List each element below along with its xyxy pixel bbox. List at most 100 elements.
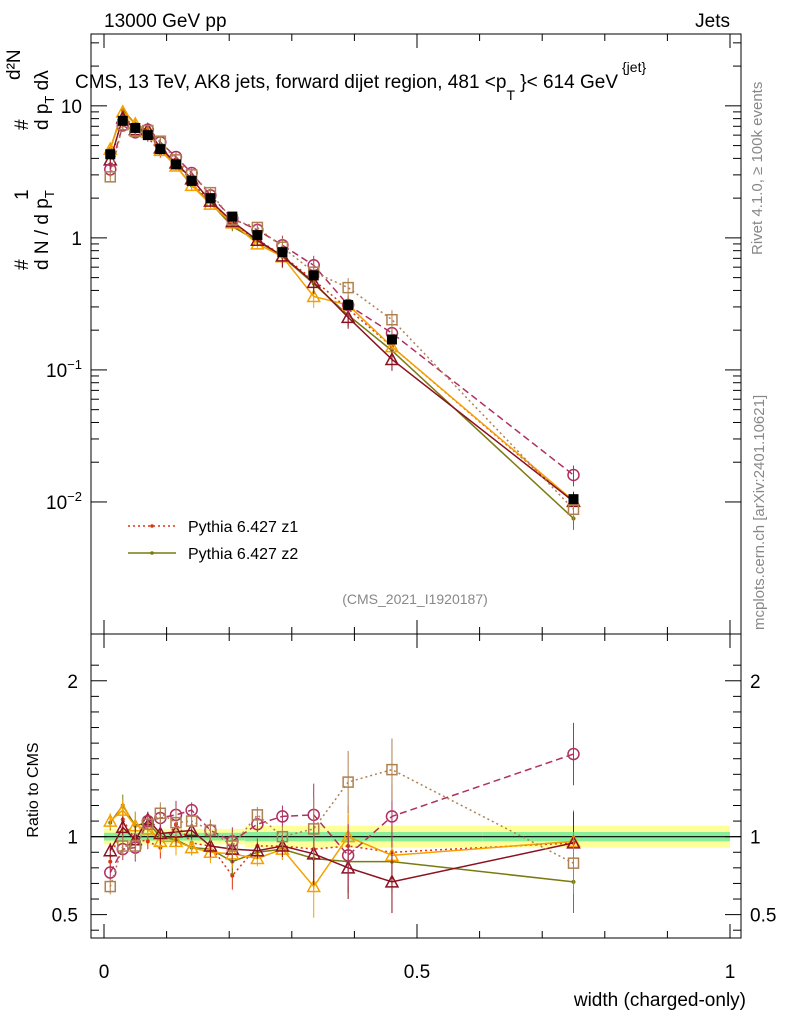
- ratio-point-orange: [306, 878, 321, 893]
- ratio-point-darkred: [250, 843, 265, 857]
- x-tick-label: 0.5: [404, 962, 430, 983]
- ratio-point-tan: [567, 857, 580, 869]
- ratio-point-tan: [276, 830, 289, 843]
- data-point: [252, 230, 263, 241]
- point-magenta: [341, 298, 355, 312]
- ratio-point-tan: [129, 840, 142, 852]
- analysis-id: (CMS_2021_I1920187): [342, 591, 488, 607]
- point-orange: [306, 288, 321, 303]
- ratio-tick-label-right: 1: [750, 828, 761, 849]
- plot-title: CMS, 13 TeV, AK8 jets, forward dijet reg…: [75, 72, 618, 103]
- data-point: [186, 175, 197, 186]
- svg-text:d²N: d²N: [4, 49, 25, 80]
- series-line-magenta: [109, 124, 574, 476]
- ratio-point-tan: [104, 880, 117, 893]
- point-darkred: [306, 274, 321, 289]
- ratio-point-magenta: [567, 747, 580, 761]
- legend-marker-z1: [150, 524, 154, 528]
- legend-label-z2: Pythia 6.427 z2: [188, 546, 298, 563]
- y-tick-label: 10−2: [46, 489, 82, 514]
- point-tan: [567, 503, 580, 516]
- legend: Pythia 6.427 z1 Pythia 6.427 z2: [128, 519, 298, 563]
- svg-text:#: #: [12, 259, 33, 270]
- data-point: [130, 122, 141, 133]
- ratio-tick-label-right: 2: [750, 672, 761, 693]
- ratio-point-darkred: [168, 824, 184, 838]
- y-axis-label: # 1 d N / d pT # d²N d pT dλ: [4, 49, 57, 270]
- data-point: [155, 144, 166, 155]
- ratio-point-magenta: [104, 866, 117, 879]
- svg-text:d pT dλ: d pT dλ: [32, 70, 57, 130]
- main-series: [102, 104, 581, 530]
- data-point: [308, 270, 319, 281]
- data-point: [205, 193, 216, 204]
- ratio-point-orange: [168, 833, 184, 848]
- ratio-series: [102, 722, 581, 918]
- point-darkred: [384, 351, 400, 366]
- ratio-point-darkred: [275, 838, 290, 852]
- data-point: [117, 115, 128, 126]
- ratio-point-magenta: [385, 810, 399, 823]
- ratio-point-darkred: [203, 838, 218, 852]
- ratio-point-tan: [307, 823, 320, 835]
- ratio-point-tan: [170, 816, 182, 829]
- point-magenta: [567, 468, 580, 482]
- ratio-point-darkred: [115, 819, 131, 834]
- y-tick-label: 10−1: [46, 357, 82, 382]
- ratio-tick-label: 1: [67, 828, 78, 849]
- ratio-point-tan: [386, 763, 398, 776]
- ratio-point-orange: [250, 850, 265, 865]
- point-darkred: [340, 309, 356, 324]
- series-line-orange: [109, 110, 574, 502]
- ratio-point-tan: [342, 776, 354, 788]
- data-point: [386, 334, 397, 345]
- svg-text:1: 1: [12, 189, 33, 200]
- ratio-tick-label-right: 0.5: [750, 906, 776, 927]
- side-label-rivet: Rivet 4.1.0, ≥ 100k events: [749, 82, 766, 255]
- svg-text:d N / d pT: d N / d pT: [32, 190, 57, 270]
- ratio-point-darkred: [184, 822, 199, 837]
- ratio-tick-label: 0.5: [52, 906, 78, 927]
- ratio-point-tan: [185, 815, 198, 827]
- ratio-point-pythia-6-427-z1: [108, 859, 113, 864]
- ratio-point-tan: [251, 809, 264, 821]
- data-point: [277, 247, 288, 258]
- ratio-point-orange: [115, 802, 131, 816]
- point-tan: [104, 171, 117, 183]
- legend-label-z1: Pythia 6.427 z1: [188, 519, 298, 536]
- x-tick-label: 1: [725, 962, 736, 983]
- ratio-point-magenta: [276, 810, 289, 823]
- point-tan: [386, 313, 398, 326]
- data-point: [568, 494, 579, 505]
- ratio-point-pythia-6-427-z1: [145, 839, 150, 844]
- series-line-tan: [109, 123, 575, 510]
- x-axis-label: width (charged-only): [573, 990, 746, 1011]
- data-point: [105, 149, 116, 160]
- ratio-point-tan: [142, 818, 154, 830]
- ratio-point-darkred: [102, 843, 118, 857]
- y-tick-label: 1: [71, 229, 82, 250]
- main-plot-frame: [90, 33, 742, 635]
- ratio-tick-label: 2: [67, 672, 78, 693]
- point-tan: [342, 281, 354, 294]
- point-orange: [250, 236, 265, 250]
- ratio-point-orange: [184, 840, 199, 854]
- side-label-mcplots: mcplots.cern.ch [arXiv:2401.10621]: [751, 395, 768, 630]
- series-line-pythia-6-427-z1: [109, 112, 574, 503]
- ratio-y-label: Ratio to CMS: [25, 742, 42, 837]
- ratio-point-tan: [226, 840, 239, 852]
- ratio-uncertainty-band: [91, 825, 741, 848]
- ratio-point-orange: [153, 833, 168, 848]
- ratio-line-magenta: [109, 753, 574, 873]
- ratio-plot-frame: [90, 633, 742, 939]
- ratio-point-darkred: [153, 825, 168, 840]
- x-tick-label: 0: [99, 962, 110, 983]
- point-darkred: [102, 152, 118, 166]
- data-point: [343, 300, 354, 311]
- plot-title-sup: {jet}: [622, 59, 646, 75]
- data-point: [170, 159, 181, 170]
- data-point: [142, 130, 153, 141]
- header-left: 13000 GeV pp: [104, 11, 227, 32]
